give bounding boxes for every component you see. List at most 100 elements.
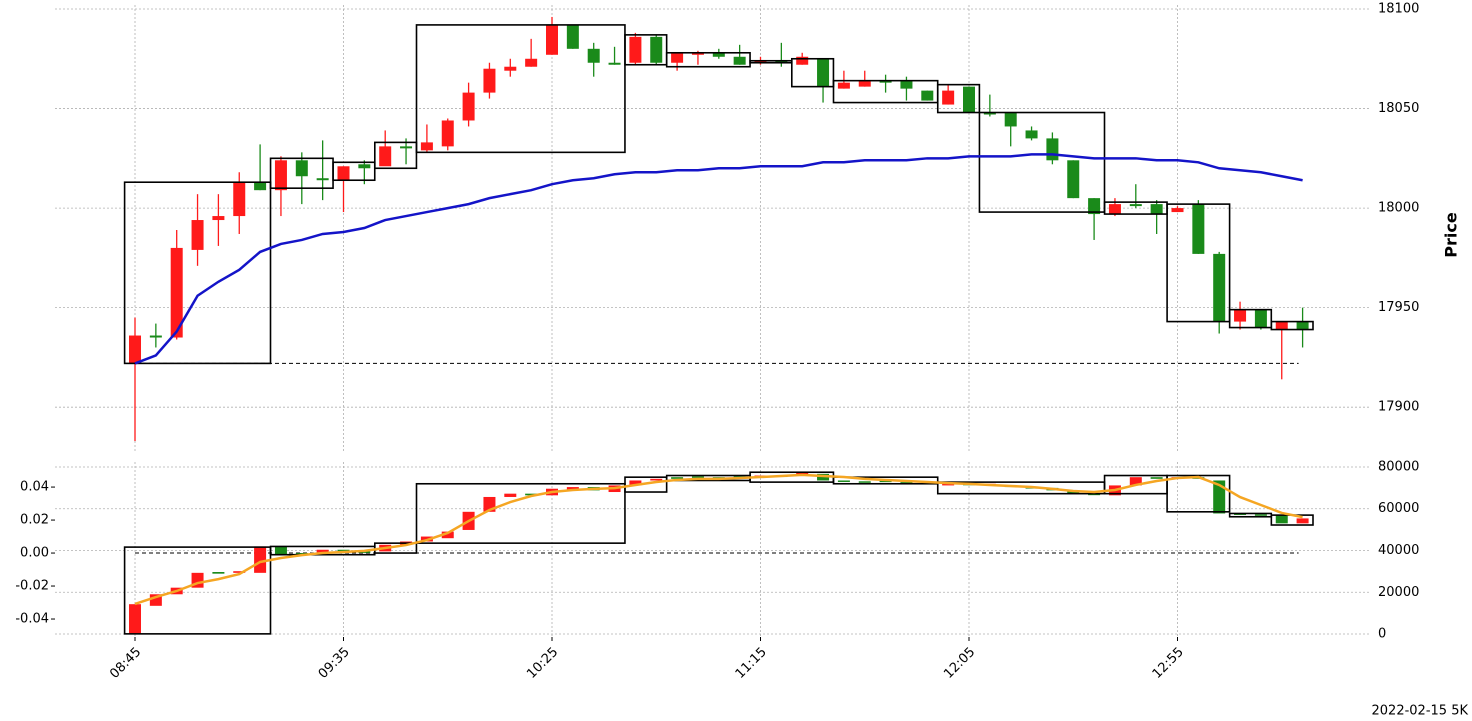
candle-body: [608, 62, 621, 65]
range-box: [415, 24, 626, 154]
y2-tick-label: 20000: [1378, 585, 1419, 600]
y-tick-label: -0.02: [15, 579, 49, 594]
candle-body: [1296, 518, 1309, 524]
candle-body: [837, 82, 850, 89]
candle-body: [1171, 208, 1184, 213]
range-box: [978, 111, 1106, 213]
candle-body: [691, 476, 704, 478]
y-tick-label: -0.04: [15, 612, 49, 627]
candle-body: [441, 531, 454, 539]
candle-body: [963, 86, 975, 113]
x-tick-label: 12:55: [1150, 645, 1187, 682]
candle-body: [837, 480, 850, 482]
candle-body: [504, 66, 517, 71]
candle-body: [1275, 515, 1288, 524]
candle-body: [525, 493, 538, 496]
range-box: [1228, 308, 1273, 329]
candle-body: [1046, 138, 1059, 161]
candle-body: [212, 216, 225, 221]
candle-body: [817, 58, 830, 87]
candle-body: [546, 24, 558, 55]
candle-body: [254, 182, 267, 191]
candle-body: [775, 60, 788, 63]
range-box: [1166, 203, 1231, 323]
candle-body: [900, 482, 913, 484]
range-box: [665, 51, 751, 68]
y-tick-label: 17900: [1378, 400, 1419, 415]
candle-body: [358, 164, 371, 169]
y-axis-label: Price: [1442, 212, 1461, 258]
candle-body: [879, 80, 892, 83]
candle-body: [712, 52, 725, 57]
candle-body: [733, 56, 746, 65]
y-tick-label: 17950: [1378, 300, 1419, 315]
candle-body: [942, 483, 955, 486]
candle-body: [525, 58, 538, 67]
y-tick-label: 18100: [1378, 1, 1419, 16]
line-series: [134, 473, 1303, 606]
candle-body: [858, 80, 871, 87]
candle-body: [1254, 514, 1267, 516]
line-series: [134, 153, 1303, 365]
candle-body: [274, 160, 287, 191]
candle-body: [337, 166, 350, 181]
candle-body: [1254, 309, 1267, 328]
candle-body: [483, 68, 496, 93]
candle-body: [1088, 198, 1101, 215]
candle-body: [858, 481, 871, 483]
candle-body: [1108, 204, 1121, 215]
y-tick-label: 0.02: [20, 513, 49, 528]
candle-body: [921, 90, 934, 101]
candle-body: [212, 572, 225, 574]
candle-body: [400, 146, 413, 149]
y2-tick-label: 40000: [1378, 543, 1419, 558]
candle-body: [650, 36, 663, 63]
candle-body: [629, 480, 642, 486]
candle-body: [629, 36, 642, 63]
footer: 2022-02-15 5K: [1372, 704, 1469, 719]
candle-body: [129, 604, 141, 634]
candle-body: [316, 549, 329, 554]
x-tick-label: 10:25: [524, 645, 561, 682]
range-box: [373, 542, 418, 554]
y-tick-label: 0.00: [20, 546, 49, 561]
candle-body: [1129, 204, 1142, 207]
candle-body: [671, 477, 684, 479]
candle-body: [1234, 309, 1247, 322]
candle-body: [1004, 112, 1017, 127]
candle-body: [587, 48, 600, 63]
candle-body: [462, 92, 475, 121]
candle-body: [420, 142, 433, 151]
range-box: [123, 546, 272, 635]
candle-body: [1192, 204, 1205, 254]
candle-body: [1129, 477, 1142, 486]
y2-tick-label: 80000: [1378, 459, 1419, 474]
candle-body: [754, 60, 767, 63]
y2-tick-label: 0: [1378, 627, 1386, 642]
candle-body: [942, 90, 955, 105]
x-tick-label: 09:35: [316, 645, 353, 682]
candle-body: [337, 549, 350, 552]
candle-body: [191, 220, 204, 250]
range-box: [832, 476, 939, 485]
x-tick-label: 11:15: [733, 645, 770, 682]
range-box: [373, 141, 418, 170]
candle-body: [1213, 480, 1226, 514]
candle-body: [650, 478, 663, 481]
y2-tick-label: 60000: [1378, 501, 1419, 516]
range-box: [624, 34, 668, 66]
range-box: [415, 482, 626, 544]
range-box: [790, 57, 835, 88]
candle-body: [379, 146, 392, 167]
candle-body: [233, 571, 246, 573]
candle-body: [1150, 204, 1163, 215]
candle-body: [1296, 321, 1309, 330]
candle-body: [233, 182, 246, 217]
range-box: [624, 476, 668, 493]
candle-body: [295, 160, 308, 177]
candle-body: [441, 120, 454, 147]
candle-body: [1150, 477, 1163, 479]
range-box: [1270, 320, 1314, 331]
range-box: [936, 83, 981, 114]
